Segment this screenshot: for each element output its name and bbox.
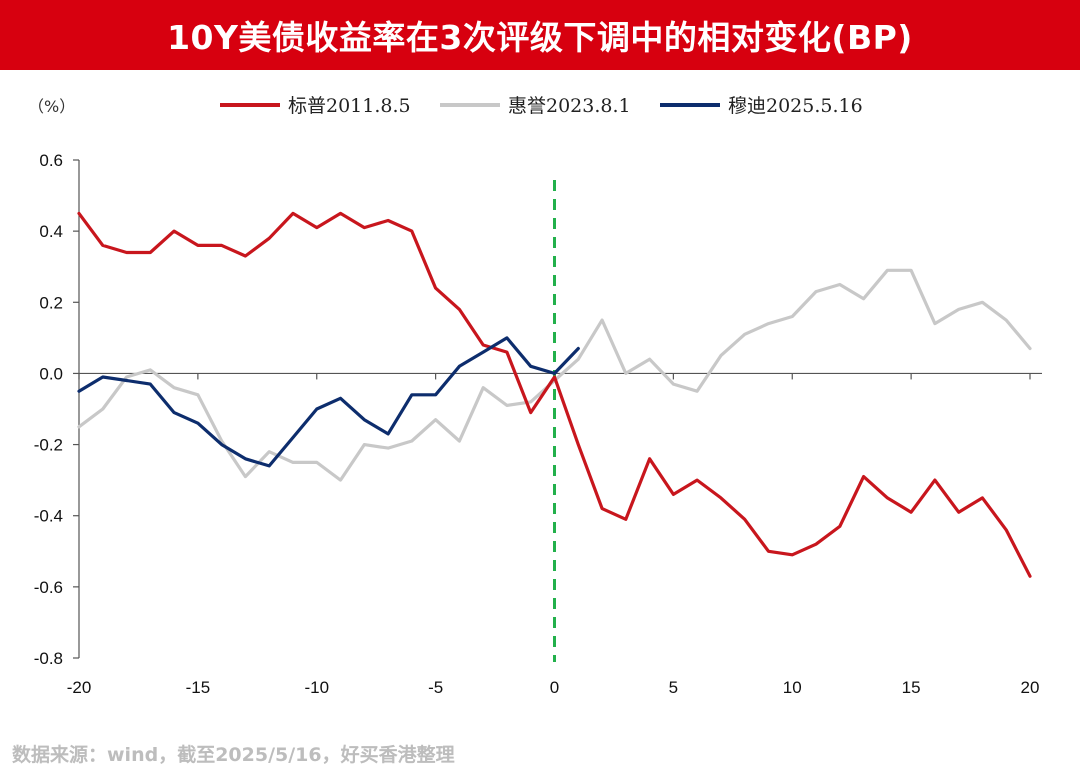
x-tick-label: -5 bbox=[428, 678, 443, 697]
legend: 标普2011.8.5 惠誉2023.8.1 穆迪2025.5.16 bbox=[220, 95, 863, 117]
series-line-0 bbox=[77, 211, 1032, 578]
series-line-2 bbox=[77, 336, 580, 468]
legend-label: 惠誉2023.8.1 bbox=[508, 95, 631, 117]
line-chart: 标普2011.8.5 惠誉2023.8.1 穆迪2025.5.16 （%） 0.60… bbox=[28, 95, 1042, 697]
series-group bbox=[77, 211, 1032, 578]
x-tick-label: 10 bbox=[783, 678, 802, 697]
axes: 0.6 0.4 0.2 0.0 -0.2 -0.4 -0.6 -0.8-20 -15 -10 -5 0… bbox=[34, 151, 1042, 697]
y-axis-unit: （%） bbox=[28, 97, 75, 116]
y-tick-label: 0.4 bbox=[39, 222, 63, 241]
x-tick-label: 15 bbox=[902, 678, 921, 697]
x-tick-label: 0 bbox=[550, 678, 559, 697]
legend-label: 穆迪2025.5.16 bbox=[728, 95, 863, 117]
x-tick-label: -10 bbox=[304, 678, 329, 697]
y-tick-label: -0.6 bbox=[34, 578, 63, 597]
y-tick-label: -0.4 bbox=[34, 507, 63, 526]
y-tick-label: -0.2 bbox=[34, 436, 63, 455]
source-note: 数据来源：wind，截至2025/5/16，好买香港整理 bbox=[12, 744, 455, 766]
y-tick-label: 0.6 bbox=[39, 151, 63, 170]
y-tick-label: 0.0 bbox=[39, 364, 63, 383]
x-tick-label: 5 bbox=[669, 678, 678, 697]
x-tick-label: -20 bbox=[67, 678, 92, 697]
chart-title: 10Y美债收益率在3次评级下调中的相对变化(BP) bbox=[0, 0, 1080, 70]
x-tick-label: -15 bbox=[186, 678, 211, 697]
legend-label: 标普2011.8.5 bbox=[288, 95, 411, 117]
y-tick-label: 0.2 bbox=[39, 293, 63, 312]
y-tick-label: -0.8 bbox=[34, 649, 63, 668]
x-tick-label: 20 bbox=[1021, 678, 1040, 697]
